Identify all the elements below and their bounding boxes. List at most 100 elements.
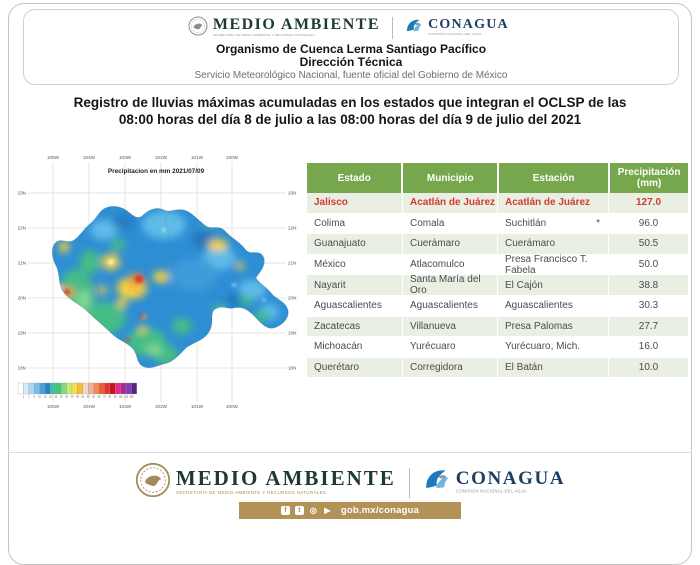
svg-text:22N: 22N [288, 226, 296, 231]
medio-ambiente-subtitle: SECRETARÍA DE MEDIO AMBIENTE Y RECURSOS … [175, 491, 327, 496]
map-lon-labels-bottom: 105W 104W 103W 102W 101W 100W [47, 404, 239, 409]
svg-text:104W: 104W [83, 155, 96, 160]
map-lat-labels-right: 23N 22N 21N 20N 19N 18N [288, 191, 296, 371]
svg-text:20N: 20N [18, 296, 26, 301]
conagua-subtitle: COMISIÓN NACIONAL DEL AGUA [455, 490, 527, 495]
bulletin-page: MEDIO AMBIENTE SECRETARÍA DE MEDIO AMBIE… [8, 3, 692, 565]
svg-text:101W: 101W [191, 404, 204, 409]
svg-text:20N: 20N [288, 296, 296, 301]
svg-text:19N: 19N [18, 331, 26, 336]
basin-outline [52, 206, 289, 368]
smn-line: Servicio Meteorológico Nacional, fuente … [194, 70, 508, 81]
col-header-municipio: Municipio [403, 163, 499, 193]
svg-text:10: 10 [38, 396, 41, 399]
col-header-precipitacion: Precipitación (mm) [617, 167, 681, 189]
table-row: Guanajuato Cuerámaro Cuerámaro 50.5 [307, 234, 688, 255]
svg-text:55: 55 [87, 396, 90, 399]
precip-value: 10.0 [638, 362, 659, 374]
precip-value: 96.0 [638, 217, 659, 229]
svg-text:19N: 19N [288, 331, 296, 336]
header-card: MEDIO AMBIENTE SECRETARÍA DE MEDIO AMBIE… [23, 9, 679, 85]
medio-ambiente-wordmark: MEDIO AMBIENTE [212, 16, 381, 33]
precip-value: 38.8 [638, 279, 659, 291]
svg-text:100: 100 [119, 396, 124, 399]
svg-text:102W: 102W [155, 155, 168, 160]
svg-text:21N: 21N [18, 261, 26, 266]
map-lat-labels-left: 23N 22N 21N 20N 19N 18N [18, 191, 26, 371]
svg-text:65: 65 [98, 396, 101, 399]
footer-conagua-logo: CONAGUA COMISIÓN NACIONAL DEL AGUA [423, 466, 565, 499]
svg-text:18N: 18N [18, 366, 26, 371]
conagua-wordmark: CONAGUA [428, 17, 509, 32]
gob-mx-url[interactable]: gob.mx/conagua [340, 505, 420, 516]
svg-text:104W: 104W [83, 404, 96, 409]
svg-text:35: 35 [65, 396, 68, 399]
basin-surface [52, 206, 289, 368]
svg-text:45: 45 [76, 396, 79, 399]
svg-text:15: 15 [44, 396, 47, 399]
organismo-line: Organismo de Cuenca Lerma Santiago Pacíf… [215, 42, 487, 56]
table-row: Michoacán Yurécuaro Yurécuaro, Mich. 16.… [307, 337, 688, 358]
precip-value: 16.0 [638, 341, 659, 353]
eagle-seal-icon [188, 16, 208, 41]
water-wave-icon [423, 466, 451, 499]
conagua-wordmark: CONAGUA [455, 468, 566, 489]
precip-value: 127.0 [635, 197, 662, 209]
conagua-logo: CONAGUA COMISIÓN NACIONAL DEL AGUA [405, 17, 514, 40]
station-note: * [596, 217, 600, 229]
direccion-line: Dirección Técnica [299, 55, 403, 69]
youtube-icon[interactable]: ▶ [324, 506, 331, 515]
svg-text:105W: 105W [47, 404, 60, 409]
svg-text:18N: 18N [288, 366, 296, 371]
table-row: México Atlacomulco Presa Francisco T. Fa… [307, 254, 688, 276]
facebook-icon[interactable]: f [280, 506, 290, 515]
svg-text:100W: 100W [226, 155, 239, 160]
svg-text:20: 20 [49, 396, 52, 399]
svg-text:5: 5 [34, 396, 36, 399]
logo-divider [392, 17, 394, 39]
svg-text:50: 50 [81, 396, 84, 399]
svg-text:101W: 101W [191, 155, 204, 160]
eagle-seal-icon [135, 462, 171, 503]
svg-text:100W: 100W [226, 404, 239, 409]
svg-text:60: 60 [92, 396, 95, 399]
medio-ambiente-logo: MEDIO AMBIENTE SECRETARÍA DE MEDIO AMBIE… [188, 16, 380, 41]
precip-value: 50.5 [638, 238, 659, 250]
svg-text:125: 125 [124, 396, 129, 399]
map-svg: 105W 104W 103W 102W 101W 100W 105W 104W 103W… [18, 155, 297, 409]
col-header-estacion: Estación [499, 163, 611, 193]
table-header-row: Estado Municipio Estación Precipitación … [307, 163, 688, 193]
svg-text:22N: 22N [18, 226, 26, 231]
svg-text:30: 30 [60, 396, 63, 399]
social-bar: f t ◎ ▶ gob.mx/conagua [239, 502, 461, 519]
svg-text:25: 25 [54, 396, 57, 399]
svg-text:70: 70 [103, 396, 106, 399]
svg-text:90: 90 [114, 396, 117, 399]
map-title: Precipitacion en mm 2021/07/09 [108, 168, 205, 175]
precip-value: 50.0 [638, 259, 659, 271]
instagram-icon[interactable]: ◎ [309, 506, 317, 515]
svg-text:103W: 103W [119, 155, 132, 160]
medio-ambiente-wordmark: MEDIO AMBIENTE [175, 466, 396, 490]
state-boundaries [83, 213, 227, 309]
twitter-icon[interactable]: t [294, 506, 304, 515]
col-header-estado: Estado [307, 163, 404, 193]
precip-value: 30.3 [638, 300, 659, 312]
svg-text:2: 2 [28, 396, 30, 399]
precipitation-map: 105W 104W 103W 102W 101W 100W 105W 104W 103W… [14, 150, 299, 416]
logo-divider [408, 467, 410, 498]
table-row: Aguascalientes Aguascalientes Aguascalie… [307, 295, 688, 317]
water-wave-icon [405, 17, 423, 40]
table-row: Colima Comala Suchitlán * 96.0 [307, 213, 688, 235]
svg-text:80: 80 [108, 396, 111, 399]
table-row: Querétaro Corregidora El Batán 10.0 [307, 357, 688, 379]
footer-medio-ambiente-logo: MEDIO AMBIENTE SECRETARÍA DE MEDIO AMBIE… [135, 462, 396, 503]
report-title-line2: 08:00 horas del día 8 de julio a las 08:… [118, 112, 582, 127]
svg-text:21N: 21N [288, 261, 296, 266]
svg-text:23N: 23N [18, 191, 26, 196]
report-title-line1: Registro de lluvias máximas acumuladas e… [73, 95, 627, 110]
table-row: Jalisco Acatlán de Juárez Acatlán de Juá… [307, 193, 688, 214]
svg-text:150: 150 [129, 396, 134, 399]
svg-text:103W: 103W [119, 404, 132, 409]
map-lon-labels-top: 105W 104W 103W 102W 101W 100W [47, 155, 239, 160]
